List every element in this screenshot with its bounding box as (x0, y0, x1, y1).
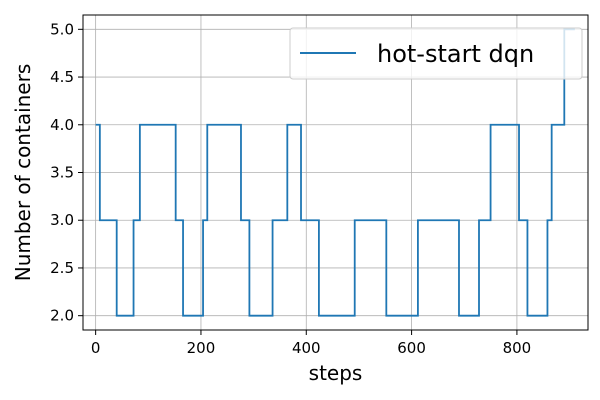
y-tick-label: 4.0 (50, 116, 74, 134)
x-tick-label: 0 (91, 339, 101, 357)
x-tick-label: 200 (187, 339, 216, 357)
y-tick-label: 5.0 (50, 20, 74, 38)
y-tick-label: 2.5 (50, 259, 74, 277)
ticks: 0 200 400 600 800 2.0 2.5 3.0 3.5 4.0 4.5 5.0 (50, 20, 531, 357)
x-tick-label: 400 (292, 339, 321, 357)
y-tick-label: 2.0 (50, 307, 74, 325)
legend-label: hot-start dqn (377, 40, 534, 68)
y-axis-label: Number of containers (11, 64, 35, 282)
legend: hot-start dqn (289, 27, 583, 80)
y-tick-label: 4.5 (50, 68, 74, 86)
legend-box (289, 27, 583, 80)
x-axis-label: steps (309, 361, 363, 385)
y-tick-label: 3.5 (50, 164, 74, 182)
series-layer (95, 28, 575, 317)
y-tick-label: 3.0 (50, 211, 74, 229)
series-line (95, 28, 575, 317)
x-tick-label: 600 (397, 339, 426, 357)
x-tick-label: 800 (503, 339, 532, 357)
